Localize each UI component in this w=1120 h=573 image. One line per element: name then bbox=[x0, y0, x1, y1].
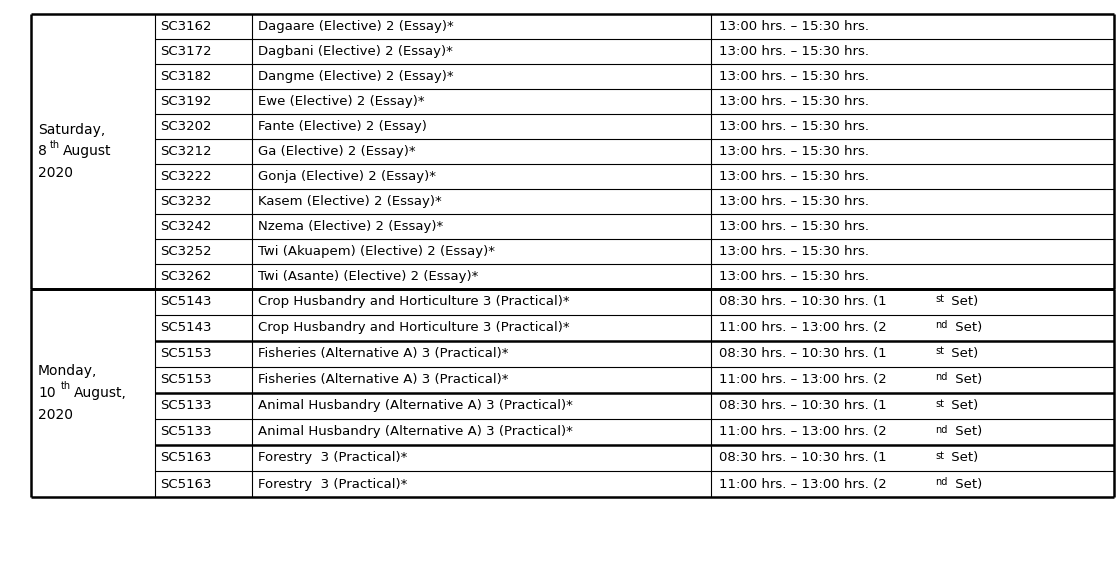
Text: Monday,: Monday, bbox=[38, 364, 97, 378]
Text: Crop Husbandry and Horticulture 3 (Practical)*: Crop Husbandry and Horticulture 3 (Pract… bbox=[258, 295, 569, 308]
Text: Fisheries (Alternative A) 3 (Practical)*: Fisheries (Alternative A) 3 (Practical)* bbox=[258, 373, 508, 386]
Text: SC3192: SC3192 bbox=[160, 95, 212, 108]
Text: Set): Set) bbox=[946, 347, 978, 360]
Text: Crop Husbandry and Horticulture 3 (Practical)*: Crop Husbandry and Horticulture 3 (Pract… bbox=[258, 321, 569, 334]
Text: 08:30 hrs. – 10:30 hrs. (1: 08:30 hrs. – 10:30 hrs. (1 bbox=[719, 452, 887, 465]
Text: SC3212: SC3212 bbox=[160, 145, 212, 158]
Text: SC5133: SC5133 bbox=[160, 425, 212, 438]
Text: Gonja (Elective) 2 (Essay)*: Gonja (Elective) 2 (Essay)* bbox=[258, 170, 436, 183]
Text: nd: nd bbox=[935, 477, 948, 486]
Text: SC3172: SC3172 bbox=[160, 45, 212, 58]
Text: SC5133: SC5133 bbox=[160, 399, 212, 413]
Text: 8: 8 bbox=[38, 144, 47, 158]
Text: st: st bbox=[935, 347, 944, 356]
Text: Dangme (Elective) 2 (Essay)*: Dangme (Elective) 2 (Essay)* bbox=[258, 70, 454, 83]
Text: Animal Husbandry (Alternative A) 3 (Practical)*: Animal Husbandry (Alternative A) 3 (Prac… bbox=[258, 399, 572, 413]
Text: 2020: 2020 bbox=[38, 407, 73, 422]
Text: nd: nd bbox=[935, 320, 948, 330]
Text: SC5153: SC5153 bbox=[160, 373, 212, 386]
Text: Nzema (Elective) 2 (Essay)*: Nzema (Elective) 2 (Essay)* bbox=[258, 219, 442, 233]
Text: Saturday,: Saturday, bbox=[38, 123, 105, 136]
Text: Set): Set) bbox=[952, 477, 982, 490]
Text: 13:00 hrs. – 15:30 hrs.: 13:00 hrs. – 15:30 hrs. bbox=[719, 20, 869, 33]
Text: Dagaare (Elective) 2 (Essay)*: Dagaare (Elective) 2 (Essay)* bbox=[258, 20, 454, 33]
Text: SC3262: SC3262 bbox=[160, 269, 212, 282]
Text: Set): Set) bbox=[946, 452, 978, 465]
Text: August: August bbox=[63, 144, 111, 158]
Text: Ga (Elective) 2 (Essay)*: Ga (Elective) 2 (Essay)* bbox=[258, 145, 416, 158]
Text: th: th bbox=[49, 140, 59, 150]
Text: 11:00 hrs. – 13:00 hrs. (2: 11:00 hrs. – 13:00 hrs. (2 bbox=[719, 425, 887, 438]
Text: SC3202: SC3202 bbox=[160, 120, 212, 133]
Text: Fante (Elective) 2 (Essay): Fante (Elective) 2 (Essay) bbox=[258, 120, 427, 133]
Text: st: st bbox=[935, 399, 944, 409]
Text: 08:30 hrs. – 10:30 hrs. (1: 08:30 hrs. – 10:30 hrs. (1 bbox=[719, 399, 887, 413]
Text: SC5163: SC5163 bbox=[160, 452, 212, 465]
Text: SC3232: SC3232 bbox=[160, 195, 212, 208]
Text: SC5163: SC5163 bbox=[160, 477, 212, 490]
Text: Set): Set) bbox=[946, 295, 978, 308]
Text: Twi (Akuapem) (Elective) 2 (Essay)*: Twi (Akuapem) (Elective) 2 (Essay)* bbox=[258, 245, 495, 258]
Text: 10: 10 bbox=[38, 386, 56, 400]
Text: SC3162: SC3162 bbox=[160, 20, 212, 33]
Text: Dagbani (Elective) 2 (Essay)*: Dagbani (Elective) 2 (Essay)* bbox=[258, 45, 452, 58]
Text: 13:00 hrs. – 15:30 hrs.: 13:00 hrs. – 15:30 hrs. bbox=[719, 269, 869, 282]
Text: 11:00 hrs. – 13:00 hrs. (2: 11:00 hrs. – 13:00 hrs. (2 bbox=[719, 373, 887, 386]
Text: SC5143: SC5143 bbox=[160, 295, 212, 308]
Text: 13:00 hrs. – 15:30 hrs.: 13:00 hrs. – 15:30 hrs. bbox=[719, 195, 869, 208]
Text: 11:00 hrs. – 13:00 hrs. (2: 11:00 hrs. – 13:00 hrs. (2 bbox=[719, 321, 887, 334]
Text: SC3222: SC3222 bbox=[160, 170, 212, 183]
Text: 13:00 hrs. – 15:30 hrs.: 13:00 hrs. – 15:30 hrs. bbox=[719, 145, 869, 158]
Text: 13:00 hrs. – 15:30 hrs.: 13:00 hrs. – 15:30 hrs. bbox=[719, 95, 869, 108]
Text: st: st bbox=[935, 451, 944, 461]
Text: nd: nd bbox=[935, 425, 948, 434]
Text: SC3182: SC3182 bbox=[160, 70, 212, 83]
Text: 13:00 hrs. – 15:30 hrs.: 13:00 hrs. – 15:30 hrs. bbox=[719, 170, 869, 183]
Text: Twi (Asante) (Elective) 2 (Essay)*: Twi (Asante) (Elective) 2 (Essay)* bbox=[258, 269, 478, 282]
Text: Forestry  3 (Practical)*: Forestry 3 (Practical)* bbox=[258, 477, 407, 490]
Text: 13:00 hrs. – 15:30 hrs.: 13:00 hrs. – 15:30 hrs. bbox=[719, 245, 869, 258]
Text: st: st bbox=[935, 295, 944, 304]
Text: Forestry  3 (Practical)*: Forestry 3 (Practical)* bbox=[258, 452, 407, 465]
Text: 13:00 hrs. – 15:30 hrs.: 13:00 hrs. – 15:30 hrs. bbox=[719, 120, 869, 133]
Text: Set): Set) bbox=[952, 425, 982, 438]
Text: Set): Set) bbox=[946, 399, 978, 413]
Text: nd: nd bbox=[935, 372, 948, 382]
Text: August,: August, bbox=[74, 386, 127, 400]
Text: SC5143: SC5143 bbox=[160, 321, 212, 334]
Text: Set): Set) bbox=[952, 321, 982, 334]
Text: 08:30 hrs. – 10:30 hrs. (1: 08:30 hrs. – 10:30 hrs. (1 bbox=[719, 295, 887, 308]
Text: SC3252: SC3252 bbox=[160, 245, 212, 258]
Text: SC5153: SC5153 bbox=[160, 347, 212, 360]
Text: Kasem (Elective) 2 (Essay)*: Kasem (Elective) 2 (Essay)* bbox=[258, 195, 441, 208]
Text: Set): Set) bbox=[952, 373, 982, 386]
Text: SC3242: SC3242 bbox=[160, 219, 212, 233]
Text: 13:00 hrs. – 15:30 hrs.: 13:00 hrs. – 15:30 hrs. bbox=[719, 70, 869, 83]
Text: Ewe (Elective) 2 (Essay)*: Ewe (Elective) 2 (Essay)* bbox=[258, 95, 424, 108]
Text: 13:00 hrs. – 15:30 hrs.: 13:00 hrs. – 15:30 hrs. bbox=[719, 219, 869, 233]
Text: 2020: 2020 bbox=[38, 166, 73, 180]
Text: Animal Husbandry (Alternative A) 3 (Practical)*: Animal Husbandry (Alternative A) 3 (Prac… bbox=[258, 425, 572, 438]
Text: 08:30 hrs. – 10:30 hrs. (1: 08:30 hrs. – 10:30 hrs. (1 bbox=[719, 347, 887, 360]
Text: 11:00 hrs. – 13:00 hrs. (2: 11:00 hrs. – 13:00 hrs. (2 bbox=[719, 477, 887, 490]
Text: 13:00 hrs. – 15:30 hrs.: 13:00 hrs. – 15:30 hrs. bbox=[719, 45, 869, 58]
Text: th: th bbox=[60, 381, 71, 391]
Text: Fisheries (Alternative A) 3 (Practical)*: Fisheries (Alternative A) 3 (Practical)* bbox=[258, 347, 508, 360]
